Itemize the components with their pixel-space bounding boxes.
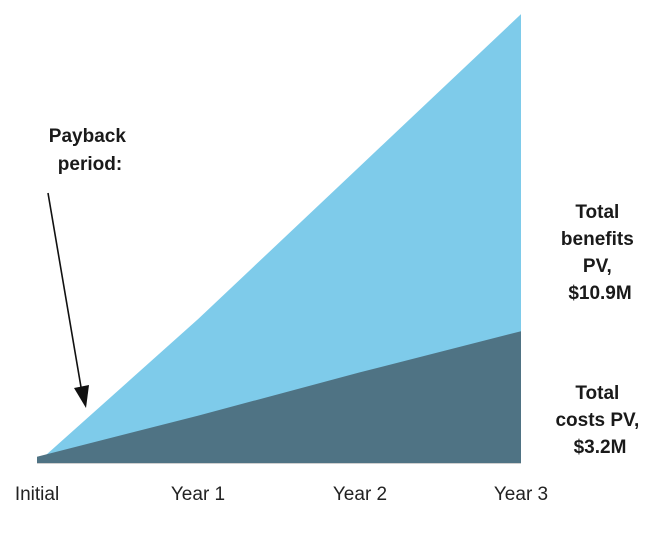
payback-arrow-shaft xyxy=(47,192,83,394)
costs-label-line-2: costs PV, xyxy=(555,410,639,431)
benefits-label-line-1: Total xyxy=(575,202,619,223)
payback-arrow-head xyxy=(74,385,89,408)
payback-label: Payback period: xyxy=(49,126,131,175)
payback-label-line-1: Payback xyxy=(49,126,127,147)
plot-area xyxy=(37,14,521,464)
payback-label-line-2: period: xyxy=(58,154,122,175)
x-axis-tick-labels: Initial Year 1 Year 2 Year 3 xyxy=(15,484,548,505)
payback-annotation: Payback period: xyxy=(47,126,131,408)
benefits-label-line-4: $10.9M xyxy=(568,283,631,304)
x-tick-label: Year 2 xyxy=(333,484,387,505)
benefits-label-line-3: PV, xyxy=(583,256,612,277)
costs-label-line-1: Total xyxy=(575,383,619,404)
x-tick-label: Year 1 xyxy=(171,484,225,505)
benefits-label-line-2: benefits xyxy=(561,229,634,250)
benefits-annotation: Total benefits PV, $10.9M xyxy=(561,202,639,304)
x-tick-label: Initial xyxy=(15,484,59,505)
x-tick-label: Year 3 xyxy=(494,484,548,505)
costs-area xyxy=(37,331,521,463)
benefits-label: Total benefits PV, $10.9M xyxy=(561,202,639,304)
costs-label: Total costs PV, $3.2M xyxy=(555,383,644,458)
costs-label-line-3: $3.2M xyxy=(574,437,627,458)
costs-annotation: Total costs PV, $3.2M xyxy=(555,383,644,458)
benefits-area xyxy=(37,14,521,463)
